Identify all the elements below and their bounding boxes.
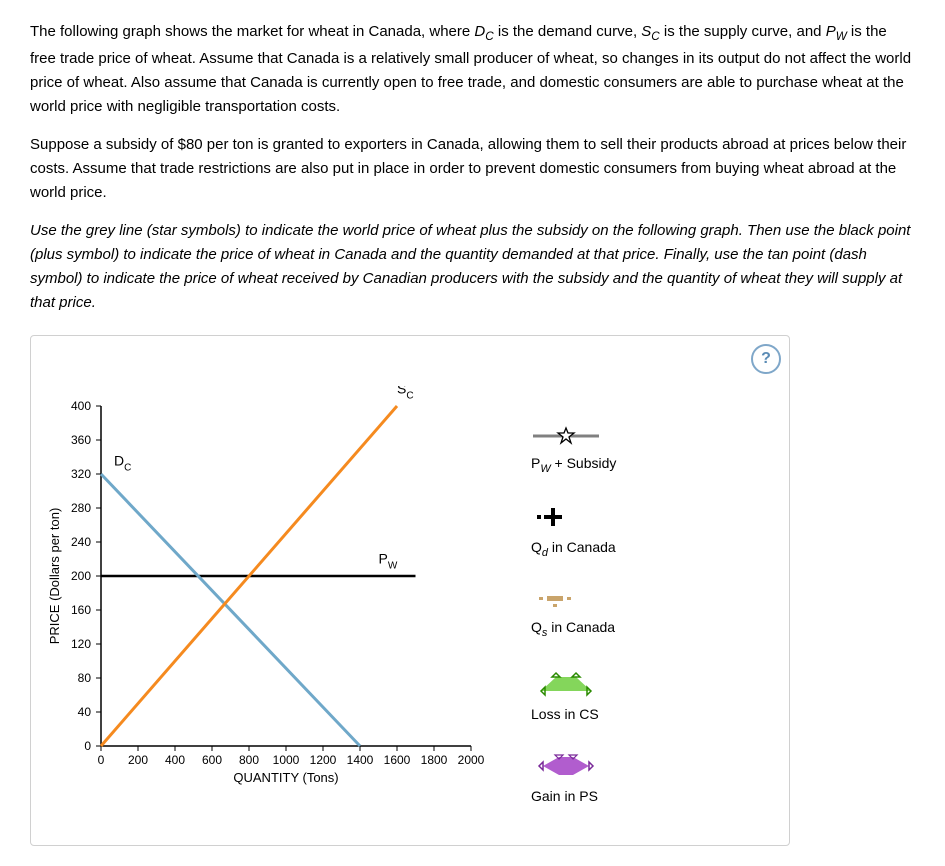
svg-text:1800: 1800 <box>421 753 448 767</box>
plus-point-icon <box>531 506 571 530</box>
svg-text:PRICE (Dollars per ton): PRICE (Dollars per ton) <box>47 507 62 644</box>
svg-text:1000: 1000 <box>273 753 300 767</box>
legend-loss-cs[interactable]: Loss in CS <box>531 671 616 725</box>
demand-symbol: DC <box>474 23 493 40</box>
svg-text:DC: DC <box>114 452 131 473</box>
svg-text:120: 120 <box>71 637 91 651</box>
price-symbol: PW <box>826 23 847 40</box>
legend-qd-canada[interactable]: Qd in Canada <box>531 506 616 562</box>
star-line-icon <box>531 426 601 446</box>
dash-point-icon <box>531 590 581 610</box>
chart-container: ? 04080120160200240280320360400020040060… <box>30 335 790 847</box>
purple-region-icon <box>531 753 601 779</box>
svg-text:280: 280 <box>71 501 91 515</box>
legend-qs-canada[interactable]: Qs in Canada <box>531 590 616 642</box>
svg-text:SC: SC <box>397 386 414 401</box>
green-region-icon <box>531 671 601 697</box>
legend-pw-subsidy[interactable]: PW + Subsidy <box>531 426 616 478</box>
svg-text:200: 200 <box>128 753 148 767</box>
svg-text:0: 0 <box>98 753 105 767</box>
svg-text:400: 400 <box>165 753 185 767</box>
intro-paragraph-1: The following graph shows the market for… <box>30 20 915 119</box>
svg-text:0: 0 <box>84 739 91 753</box>
legend-label-qd: Qd in Canada <box>531 536 616 562</box>
svg-text:PW: PW <box>379 550 398 571</box>
p1-text-b: is the demand curve, <box>494 23 642 40</box>
svg-text:600: 600 <box>202 753 222 767</box>
svg-text:240: 240 <box>71 535 91 549</box>
svg-text:2000: 2000 <box>458 753 485 767</box>
legend-label-pw-subsidy: PW + Subsidy <box>531 452 616 478</box>
svg-text:320: 320 <box>71 467 91 481</box>
svg-text:1400: 1400 <box>347 753 374 767</box>
svg-text:800: 800 <box>239 753 259 767</box>
svg-text:160: 160 <box>71 603 91 617</box>
legend-gain-ps[interactable]: Gain in PS <box>531 753 616 807</box>
svg-text:QUANTITY (Tons): QUANTITY (Tons) <box>233 770 338 785</box>
legend-label-gain-ps: Gain in PS <box>531 785 616 807</box>
svg-text:1200: 1200 <box>310 753 337 767</box>
p1-text-a: The following graph shows the market for… <box>30 23 474 40</box>
svg-text:80: 80 <box>78 671 92 685</box>
chart-legend: PW + Subsidy Qd in Canada <box>531 386 616 836</box>
svg-text:360: 360 <box>71 433 91 447</box>
p1-text-c: is the supply curve, and <box>660 23 826 40</box>
svg-text:400: 400 <box>71 399 91 413</box>
svg-text:1600: 1600 <box>384 753 411 767</box>
help-button[interactable]: ? <box>751 344 781 374</box>
legend-label-loss-cs: Loss in CS <box>531 703 616 725</box>
intro-paragraph-2: Suppose a subsidy of $80 per ton is gran… <box>30 133 915 205</box>
svg-text:200: 200 <box>71 569 91 583</box>
economics-chart[interactable]: 0408012016020024028032036040002004006008… <box>41 386 511 786</box>
legend-label-qs: Qs in Canada <box>531 616 616 642</box>
instructions-paragraph: Use the grey line (star symbols) to indi… <box>30 219 915 315</box>
supply-symbol: SC <box>641 23 659 40</box>
